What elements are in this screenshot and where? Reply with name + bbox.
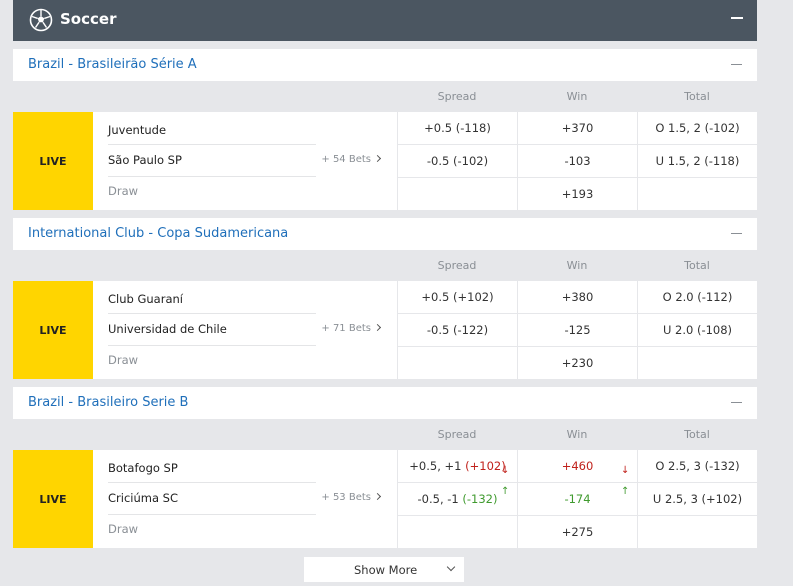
odds-down-arrow-icon: ↓: [621, 465, 630, 476]
more-bets-link[interactable]: + 53 Bets: [321, 492, 382, 503]
sport-header[interactable]: Soccer: [13, 0, 757, 41]
team-away: São Paulo SP: [108, 153, 182, 167]
win-odds-home[interactable]: +380: [518, 281, 637, 313]
win-odds-away[interactable]: -125: [518, 314, 637, 346]
win-header: Win: [566, 259, 588, 272]
total-odds-draw-empty: [638, 516, 757, 548]
spread-odds-away[interactable]: -0.5 (-122): [398, 314, 517, 346]
more-bets-label: + 54 Bets: [321, 154, 371, 165]
league-header[interactable]: Brazil - Brasileiro Serie B: [13, 387, 757, 419]
spread-odds-away[interactable]: -0.5 (-102): [398, 145, 517, 177]
spread-odds-home[interactable]: +0.5, +1 (+102) ↓: [398, 450, 517, 482]
win-odds-value: -174: [564, 492, 591, 506]
spread-header: Spread: [437, 90, 477, 103]
win-odds-value: +460: [561, 459, 594, 473]
spread-line: -0.5, -1: [417, 492, 459, 506]
chevron-right-icon: [373, 492, 382, 501]
chevron-right-icon: [373, 323, 382, 332]
more-bets-link[interactable]: + 71 Bets: [321, 323, 382, 334]
divider: [108, 514, 316, 515]
league-name[interactable]: Brazil - Brasileiro Serie B: [28, 395, 189, 410]
total-odds-under[interactable]: U 2.5, 3 (+102): [638, 483, 757, 515]
more-bets-label: + 71 Bets: [321, 323, 371, 334]
draw-label: Draw: [108, 184, 139, 198]
team-home: Botafogo SP: [108, 461, 178, 475]
team-home: Club Guaraní: [108, 292, 183, 306]
sport-title: Soccer: [60, 10, 117, 28]
divider: [108, 482, 316, 483]
win-odds-home[interactable]: +460 ↓: [518, 450, 637, 482]
win-odds-draw[interactable]: +230: [518, 347, 637, 379]
win-odds-away[interactable]: -174 ↑: [518, 483, 637, 515]
chevron-right-icon: [373, 154, 382, 163]
spread-odds-home[interactable]: +0.5 (+102): [398, 281, 517, 313]
spread-header: Spread: [437, 428, 477, 441]
collapse-icon[interactable]: [731, 17, 743, 19]
collapse-league-icon[interactable]: [731, 402, 742, 403]
spread-odds-value: (+102): [465, 459, 506, 473]
total-odds-over[interactable]: O 2.0 (-112): [638, 281, 757, 313]
spread-odds-draw-empty: [398, 516, 517, 548]
league-name[interactable]: Brazil - Brasileirão Série A: [28, 57, 197, 72]
divider: [108, 313, 316, 314]
draw-label: Draw: [108, 522, 139, 536]
more-bets-label: + 53 Bets: [321, 492, 371, 503]
total-odds-under[interactable]: U 1.5, 2 (-118): [638, 145, 757, 177]
spread-odds-home[interactable]: +0.5 (-118): [398, 112, 517, 144]
team-away: Criciúma SC: [108, 491, 178, 505]
win-header: Win: [566, 428, 588, 441]
odds-down-arrow-icon: ↓: [501, 465, 510, 476]
collapse-league-icon[interactable]: [731, 64, 742, 65]
chevron-down-icon: [446, 562, 456, 572]
team-away: Universidad de Chile: [108, 322, 227, 336]
total-odds-over[interactable]: O 2.5, 3 (-132): [638, 450, 757, 482]
spread-odds-away[interactable]: -0.5, -1 (-132) ↑: [398, 483, 517, 515]
live-badge: LIVE: [13, 281, 93, 379]
total-header: Total: [684, 428, 710, 441]
total-odds-under[interactable]: U 2.0 (-108): [638, 314, 757, 346]
total-header: Total: [684, 259, 710, 272]
draw-label: Draw: [108, 353, 139, 367]
show-more-label: Show More: [354, 563, 418, 577]
team-home: Juventude: [108, 123, 167, 137]
spread-line: +0.5, +1: [409, 459, 462, 473]
total-odds-draw-empty: [638, 178, 757, 210]
collapse-league-icon[interactable]: [731, 233, 742, 234]
divider: [108, 176, 316, 177]
league-header[interactable]: International Club - Copa Sudamericana: [13, 218, 757, 250]
match-teams[interactable]: Botafogo SP Criciúma SC Draw + 53 Bets: [93, 450, 397, 548]
league-header[interactable]: Brazil - Brasileirão Série A: [13, 49, 757, 81]
more-bets-link[interactable]: + 54 Bets: [321, 154, 382, 165]
league-name[interactable]: International Club - Copa Sudamericana: [28, 226, 289, 241]
divider: [108, 144, 316, 145]
odds-up-arrow-icon: ↑: [501, 486, 510, 497]
total-header: Total: [684, 90, 710, 103]
divider: [108, 345, 316, 346]
spread-odds-value: (-132): [462, 492, 498, 506]
win-header: Win: [566, 90, 588, 103]
odds-up-arrow-icon: ↑: [621, 486, 630, 497]
total-odds-over[interactable]: O 1.5, 2 (-102): [638, 112, 757, 144]
win-odds-home[interactable]: +370: [518, 112, 637, 144]
live-badge: LIVE: [13, 450, 93, 548]
spread-header: Spread: [437, 259, 477, 272]
win-odds-draw[interactable]: +275: [518, 516, 637, 548]
match-teams[interactable]: Club Guaraní Universidad de Chile Draw +…: [93, 281, 397, 379]
win-odds-away[interactable]: -103: [518, 145, 637, 177]
match-teams[interactable]: Juventude São Paulo SP Draw + 54 Bets: [93, 112, 397, 210]
show-more-button[interactable]: Show More: [304, 557, 464, 582]
soccer-ball-icon: [29, 8, 53, 32]
spread-odds-draw-empty: [398, 178, 517, 210]
live-badge: LIVE: [13, 112, 93, 210]
total-odds-draw-empty: [638, 347, 757, 379]
spread-odds-draw-empty: [398, 347, 517, 379]
win-odds-draw[interactable]: +193: [518, 178, 637, 210]
